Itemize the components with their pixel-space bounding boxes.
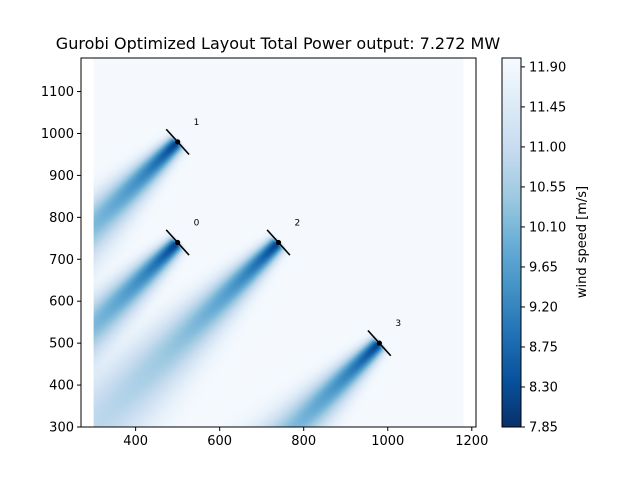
- colorbar-gradient: [502, 58, 521, 427]
- colorbar-tick-label: 11.90: [529, 60, 566, 75]
- turbine-label-3: 3: [395, 319, 401, 329]
- turbine-hub-3: [376, 340, 382, 346]
- colorbar: 7.85 8.30 8.75 9.20 9.65 10.10 10.55 11.00 11.45…: [501, 57, 590, 436]
- y-tick-label: 800: [49, 211, 74, 226]
- y-tick-label: 1000: [41, 127, 74, 142]
- colorbar-tick-label: 9.65: [529, 260, 558, 275]
- colorbar-label: wind speed [m/s]: [575, 186, 590, 298]
- colorbar-tick-label: 8.30: [529, 380, 558, 395]
- colorbar-tick-label: 10.10: [529, 220, 566, 235]
- y-tick-label: 900: [49, 169, 74, 184]
- colorbar-tick-label: 10.55: [529, 180, 566, 195]
- turbine-markers: 0 1 2 3: [165, 118, 401, 357]
- y-tick-label: 300: [49, 421, 74, 436]
- x-tick-label: 1200: [455, 434, 488, 449]
- colorbar-tick-label: 11.00: [529, 140, 566, 155]
- x-tick-label: 400: [123, 434, 148, 449]
- y-tick-label: 700: [49, 253, 74, 268]
- chart-title: Gurobi Optimized Layout Total Power outp…: [56, 34, 501, 53]
- colorbar-frame: [501, 57, 522, 428]
- colorbar-tick-label: 9.20: [529, 300, 558, 315]
- turbine-label-1: 1: [194, 118, 200, 128]
- x-tick-label: 1000: [371, 434, 404, 449]
- x-tick-label: 600: [207, 434, 232, 449]
- plot-frame: [80, 57, 477, 428]
- turbine-label-0: 0: [194, 219, 200, 229]
- turbine-label-2: 2: [295, 219, 301, 229]
- colorbar-ticks: 7.85 8.30 8.75 9.20 9.65 10.10 10.55 11.00 11.45…: [521, 60, 566, 436]
- plot-area: 0 1 2 3: [80, 57, 477, 428]
- colorbar-tick-label: 7.85: [529, 421, 558, 436]
- turbine-hub-2: [275, 239, 282, 246]
- colorbar-tick-label: 11.45: [529, 100, 566, 115]
- y-tick-label: 500: [49, 337, 74, 352]
- turbine-hub-0: [175, 239, 181, 246]
- y-axis: 300 400 500 600 700 800 900 1000 1100: [41, 85, 81, 436]
- turbine-hub-1: [175, 139, 181, 145]
- x-tick-label: 800: [291, 434, 316, 449]
- colorbar-tick-label: 8.75: [529, 340, 558, 355]
- y-tick-label: 600: [49, 295, 74, 310]
- y-tick-label: 400: [49, 379, 74, 394]
- x-axis: 400 600 800 1000 1200: [123, 427, 488, 449]
- y-tick-label: 1100: [41, 85, 74, 100]
